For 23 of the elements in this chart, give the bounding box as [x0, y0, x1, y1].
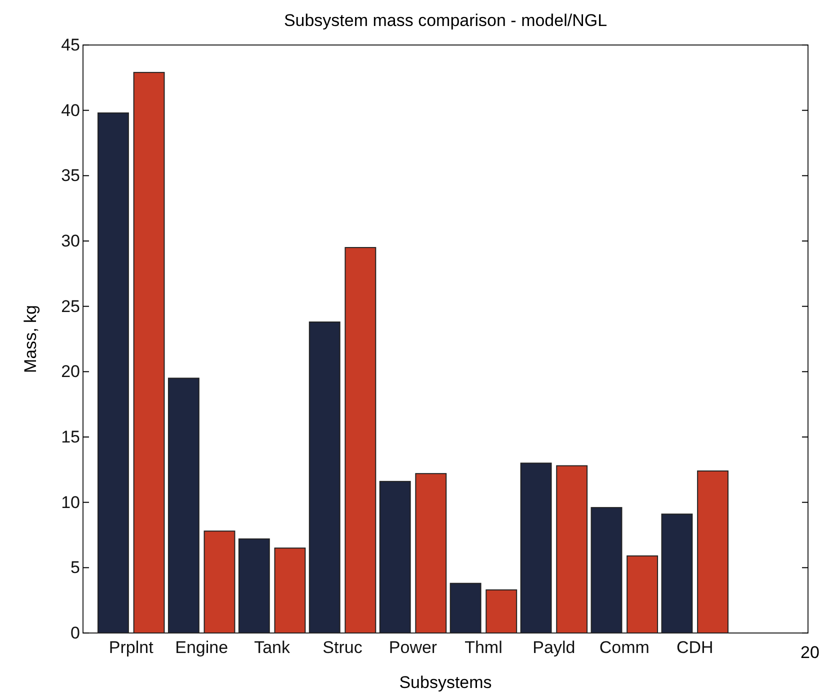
y-tick-label: 20 — [61, 362, 80, 382]
y-tick-label: 25 — [61, 296, 80, 316]
y-tick-label: 10 — [61, 492, 80, 512]
y-tick-label: 40 — [61, 100, 80, 120]
x-tick-label: Power — [388, 638, 438, 658]
x-tick-label: Tank — [254, 638, 291, 658]
x-tick-label: Comm — [599, 638, 650, 658]
text: 20 — [800, 643, 820, 662]
x-tick-label: Thml — [464, 638, 502, 658]
y-tick-label: 5 — [70, 558, 80, 578]
x-tick-label: Prplnt — [108, 638, 154, 658]
chart-title: Subsystem mass comparison - model/NGL — [284, 11, 608, 30]
y-tick-label: 15 — [61, 427, 80, 446]
y-tick-label: 30 — [61, 231, 80, 250]
y-tick-label: 0 — [70, 623, 80, 642]
y-tick-label: 45 — [61, 35, 80, 54]
y-tick-label: 35 — [61, 166, 80, 186]
y-axis-title: Mass, kg — [21, 304, 40, 374]
x-tick-label: CDH — [676, 638, 714, 658]
x-tick-label: Engine — [175, 638, 228, 658]
x-tick-label: Struc — [322, 638, 363, 658]
x-axis-title: Subsystems — [399, 673, 492, 692]
x-tick-label: Payld — [532, 638, 576, 658]
